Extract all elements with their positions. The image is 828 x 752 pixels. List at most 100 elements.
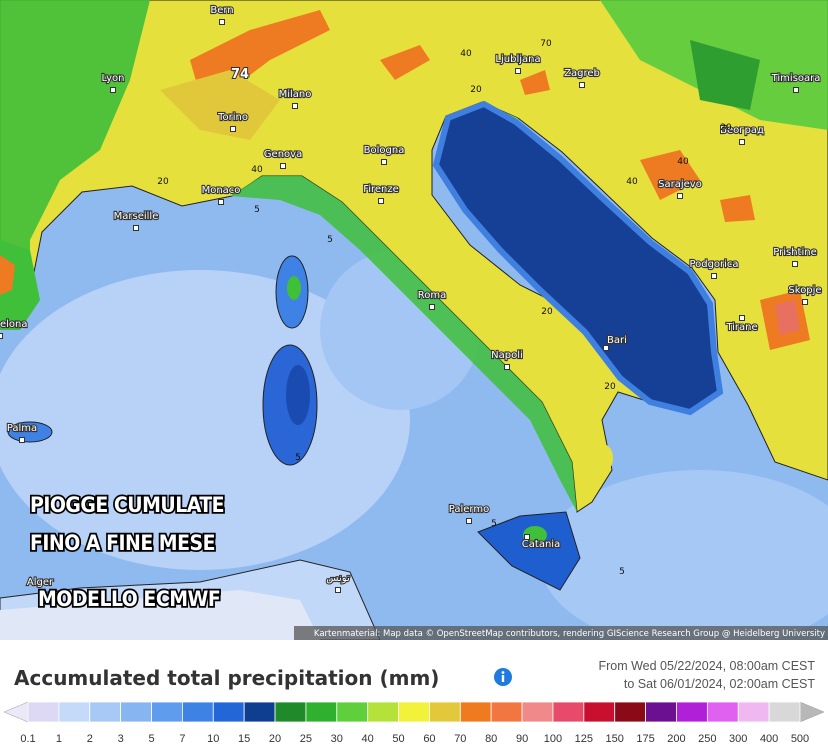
city-label: Alger — [27, 577, 54, 588]
city-marker — [381, 159, 387, 165]
tick-label: 150 — [606, 733, 624, 745]
tick-label: 50 — [392, 733, 404, 745]
city-marker — [739, 315, 745, 321]
legend-title: Accumulated total precipitation (mm) — [14, 666, 439, 690]
city-marker — [292, 103, 298, 109]
city-label: Monaco — [202, 185, 241, 196]
city-marker — [515, 68, 521, 74]
color-swatch — [645, 701, 677, 723]
city-marker — [19, 437, 25, 443]
info-icon[interactable] — [494, 668, 512, 686]
tick-label: 100 — [544, 733, 562, 745]
city-marker — [504, 364, 510, 370]
tick-label: 300 — [729, 733, 747, 745]
city-marker — [218, 199, 224, 205]
contour-label: 40 — [677, 157, 689, 167]
city-label: Napoli — [491, 350, 523, 361]
city-marker — [711, 273, 717, 279]
city-marker — [280, 163, 286, 169]
contour-label: 70 — [540, 39, 552, 49]
tick-label: 80 — [485, 733, 497, 745]
color-swatch — [706, 701, 739, 723]
city-label: Bologna — [364, 145, 405, 156]
overlay-text: PIOGGE CUMULATE — [30, 493, 224, 517]
overlay-text: MODELLO ECMWF — [38, 587, 220, 611]
tick-label: 90 — [516, 733, 528, 745]
color-swatch — [737, 701, 770, 723]
color-swatch — [459, 701, 492, 723]
city-marker — [219, 19, 225, 25]
period-to: to Sat 06/01/2024, 02:00am CEST — [624, 677, 815, 691]
city-label: Skopje — [788, 285, 821, 296]
city-marker — [133, 225, 139, 231]
color-swatch — [552, 701, 585, 723]
contour-label: 5 — [491, 519, 497, 529]
city-marker — [524, 534, 530, 540]
contour-label: 74 — [231, 67, 249, 82]
city-marker — [802, 299, 808, 305]
tick-label: 200 — [667, 733, 685, 745]
contour-label: 5 — [254, 205, 260, 215]
city-label: Bari — [607, 335, 627, 346]
tick-label: 0.1 — [20, 733, 35, 745]
color-swatch — [151, 701, 183, 723]
city-label: Torino — [217, 112, 248, 123]
overlay-text: FINO A FINE MESE — [30, 531, 215, 555]
city-marker — [335, 587, 341, 593]
city-label: Palma — [7, 423, 37, 434]
color-swatch — [120, 701, 152, 723]
contour-label: 40 — [251, 165, 263, 175]
color-swatch — [490, 701, 523, 723]
city-marker — [466, 518, 472, 524]
city-label: Marseille — [114, 211, 159, 222]
city-marker — [792, 261, 798, 267]
tick-label: 400 — [760, 733, 778, 745]
city-label: Palermo — [449, 504, 489, 515]
city-label: Sarajevo — [658, 179, 702, 190]
color-swatch — [676, 701, 708, 723]
color-swatch — [768, 701, 801, 723]
city-marker — [603, 345, 609, 351]
color-swatch — [243, 701, 276, 723]
contour-label: 20 — [470, 85, 482, 95]
color-swatch — [58, 701, 91, 723]
color-swatch — [305, 701, 338, 723]
city-label: Zagreb — [564, 68, 600, 79]
tick-label: 5 — [148, 733, 154, 745]
tick-label: 60 — [423, 733, 435, 745]
city-label: Ljubljana — [495, 54, 540, 65]
contour-label: 40 — [626, 177, 638, 187]
color-swatch — [367, 701, 399, 723]
color-swatch — [521, 701, 554, 723]
city-label: Bern — [210, 5, 233, 16]
color-swatch — [181, 701, 214, 723]
color-swatch — [398, 701, 430, 723]
city-marker — [677, 193, 683, 199]
contour-label: 5 — [295, 453, 301, 463]
city-label: Firenze — [363, 184, 399, 195]
tick-label: 15 — [238, 733, 250, 745]
tick-label: 2 — [87, 733, 93, 745]
color-swatch — [27, 701, 60, 723]
color-swatch — [89, 701, 122, 723]
contour-label: 40 — [460, 49, 472, 59]
city-label: تونس — [326, 573, 350, 584]
contour-label: 20 — [157, 177, 169, 187]
city-label: elona — [0, 319, 28, 330]
tick-label: 175 — [636, 733, 654, 745]
city-label: Lyon — [101, 73, 124, 84]
tick-label: 70 — [454, 733, 466, 745]
attribution: Kartenmaterial: Map data © OpenStreetMap… — [314, 629, 825, 639]
tick-label: 10 — [207, 733, 219, 745]
city-label: Tirane — [725, 322, 757, 333]
color-swatch — [614, 701, 646, 723]
city-label: Prishtine — [773, 247, 816, 258]
tick-label: 3 — [118, 733, 124, 745]
contour-label: 5 — [327, 235, 333, 245]
tick-label: 1 — [56, 733, 62, 745]
color-swatch — [583, 701, 616, 723]
contour-label: 20 — [720, 123, 732, 133]
city-marker — [579, 82, 585, 88]
city-label: Београд — [720, 125, 764, 136]
